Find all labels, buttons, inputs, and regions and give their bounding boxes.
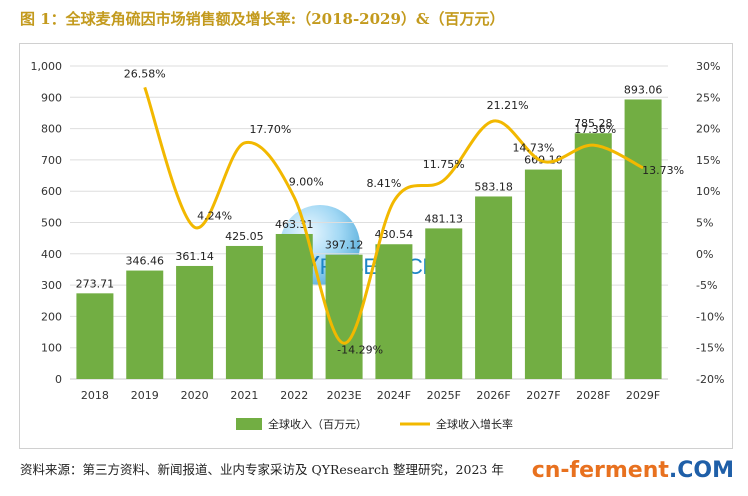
y-left-tick-label: 600	[41, 185, 62, 198]
y-right-tick-label: 30%	[696, 60, 720, 73]
y-left-tick-label: 400	[41, 248, 62, 261]
legend-label-line: 全球收入增长率	[436, 417, 513, 431]
bar-value-label: 430.54	[375, 228, 414, 241]
bar	[76, 293, 114, 379]
bar	[524, 169, 562, 379]
line-value-label: 11.75%	[423, 158, 465, 171]
bar-value-label: 583.18	[474, 180, 513, 193]
watermark-suffix: .COM	[668, 458, 734, 483]
bar-value-label: 397.12	[325, 239, 364, 252]
y-left-tick-label: 800	[41, 123, 62, 136]
line-value-label: 17.36%	[574, 123, 616, 136]
line-value-label: 26.58%	[124, 67, 166, 80]
x-tick-label: 2026F	[476, 389, 510, 402]
y-right-tick-label: 5%	[696, 217, 713, 230]
bar-value-label: 463.31	[275, 218, 314, 231]
x-tick-label: 2022	[280, 389, 308, 402]
source-note: 资料来源：第三方资料、新闻报道、业内专家采访及 QYResearch 整理研究，…	[20, 462, 504, 477]
y-right-tick-label: -5%	[696, 279, 717, 292]
bar	[375, 244, 413, 379]
y-right-tick-label: -15%	[696, 342, 724, 355]
y-right-tick-label: 15%	[696, 154, 720, 167]
growth-rate-line	[143, 86, 644, 345]
chart-title: 图 1：全球麦角硫因市场销售额及增长率:（2018-2029）&（百万元）	[20, 10, 505, 28]
chart-frame	[19, 43, 733, 449]
line-value-label: -14.29%	[337, 343, 383, 356]
x-tick-label: 2025F	[427, 389, 461, 402]
bar	[425, 228, 463, 379]
line-value-label: 4.24%	[197, 209, 232, 222]
y-left-tick-label: 100	[41, 342, 62, 355]
x-tick-label: 2021	[230, 389, 258, 402]
y-right-tick-label: 10%	[696, 185, 720, 198]
x-tick-label: 2028F	[576, 389, 610, 402]
y-right-tick-label: -10%	[696, 310, 724, 323]
y-left-tick-label: 0	[55, 373, 62, 386]
line-value-label: 8.41%	[366, 177, 401, 190]
line-value-label: 13.73%	[642, 164, 684, 177]
x-tick-label: 2023E	[327, 389, 362, 402]
line-value-label: 9.00%	[289, 175, 324, 188]
y-left-tick-label: 1,000	[31, 60, 63, 73]
bar	[126, 270, 164, 379]
y-left-tick-label: 700	[41, 154, 62, 167]
legend-swatch-bar	[236, 418, 262, 430]
x-tick-label: 2029F	[626, 389, 660, 402]
x-tick-label: 2027F	[526, 389, 560, 402]
y-left-tick-label: 300	[41, 279, 62, 292]
bar	[325, 254, 363, 379]
bar	[574, 133, 612, 379]
bar	[475, 196, 513, 379]
y-left-tick-label: 500	[41, 217, 62, 230]
bar	[275, 233, 313, 379]
y-left-tick-label: 900	[41, 91, 62, 104]
bar	[176, 265, 214, 379]
bar-value-label: 346.46	[126, 255, 165, 268]
line-value-label: 17.70%	[249, 123, 291, 136]
line-value-label: 21.21%	[487, 99, 529, 112]
bar-value-label: 273.71	[76, 277, 115, 290]
y-right-tick-label: 0%	[696, 248, 713, 261]
y-right-tick-label: -20%	[696, 373, 724, 386]
x-tick-label: 2018	[81, 389, 109, 402]
watermark: cn-ferment.COM	[532, 458, 734, 483]
bar	[624, 99, 662, 379]
bar-value-label: 785.28	[574, 117, 613, 130]
line-value-label: 14.73%	[512, 142, 554, 155]
x-tick-label: 2024F	[377, 389, 411, 402]
bar-value-label: 481.13	[425, 212, 464, 225]
y-right-tick-label: 20%	[696, 123, 720, 136]
x-tick-label: 2020	[181, 389, 209, 402]
watermark-text: cn-ferment	[531, 458, 669, 483]
y-right-tick-label: 25%	[696, 91, 720, 104]
bar	[225, 245, 263, 379]
x-tick-label: 2019	[131, 389, 159, 402]
bar-value-label: 893.06	[624, 83, 663, 96]
y-left-tick-label: 200	[41, 310, 62, 323]
bar-value-label: 425.05	[225, 230, 264, 243]
legend-label-bar: 全球收入（百万元）	[268, 417, 367, 431]
bar-value-label: 361.14	[175, 250, 214, 263]
